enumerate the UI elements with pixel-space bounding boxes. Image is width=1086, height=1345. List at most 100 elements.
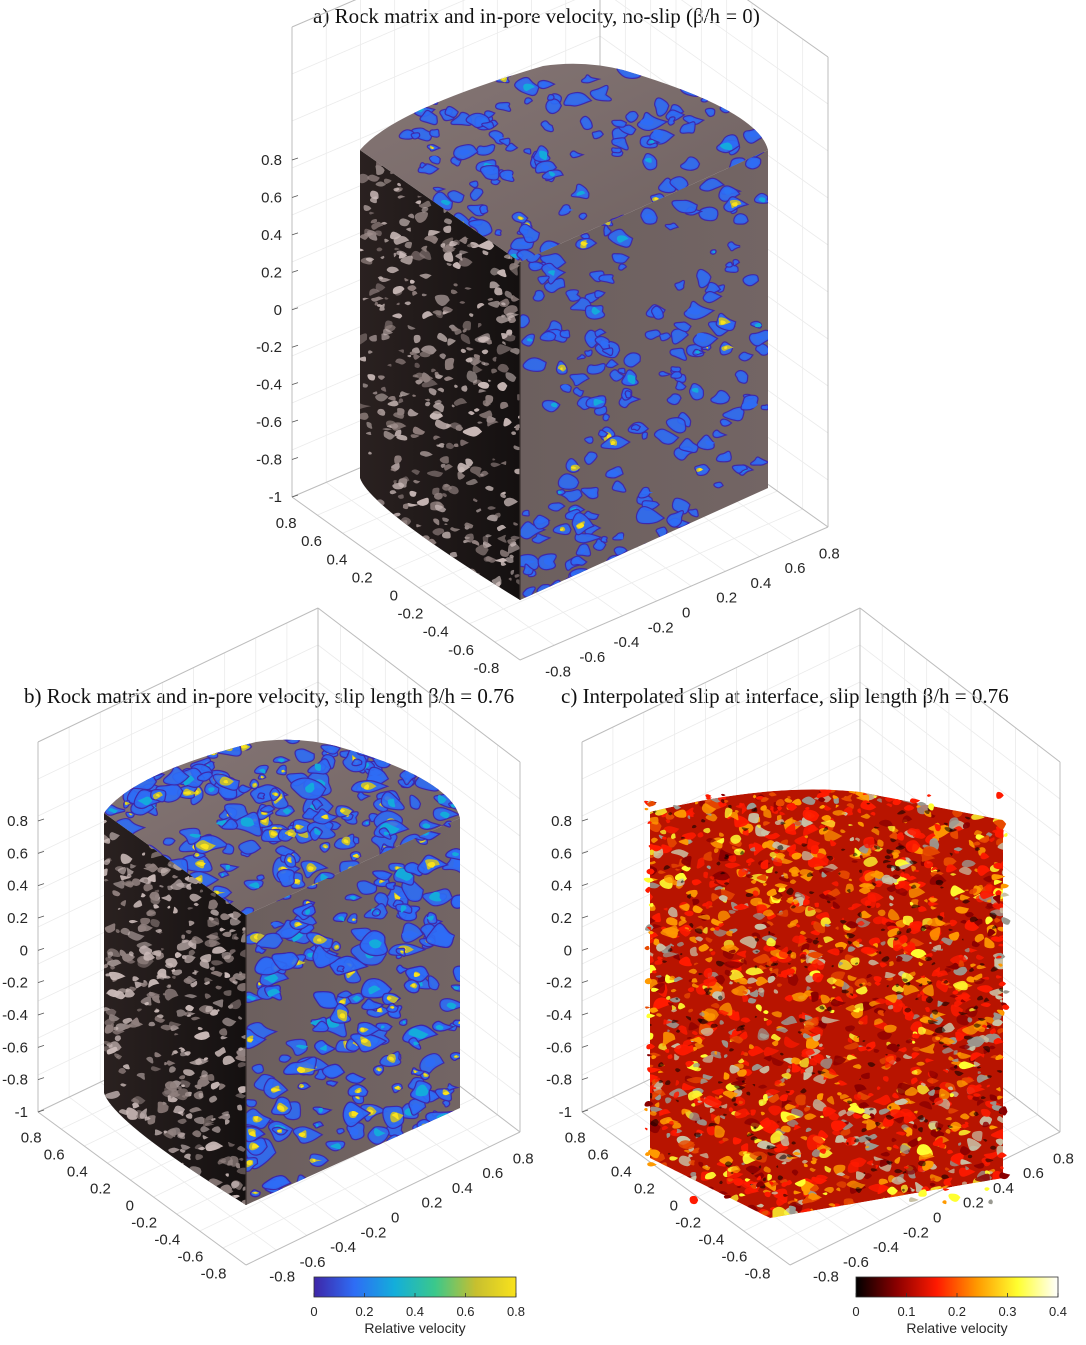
y-tick-label: -0.2 (397, 606, 423, 623)
x-tick-label: 0.8 (819, 545, 840, 562)
y-tick-label: -0.6 (177, 1249, 203, 1266)
panel-a-plot: 0.80.60.40.20-0.2-0.4-0.6-0.8-10.80.60.4… (256, 0, 840, 681)
y-tick-label: -0.4 (154, 1232, 180, 1249)
y-tick-label: 0.2 (352, 569, 373, 586)
y-tick-label: -0.6 (448, 642, 474, 659)
panel-b-plot: 0.80.60.40.20-0.2-0.4-0.6-0.8-10.80.60.4… (2, 607, 534, 1286)
z-tick-label: -1 (15, 1104, 28, 1121)
rock-left-face (104, 813, 246, 1205)
z-axis-ticks: 0.8 0.6 0.4 0.2 0 -0.2 -0.4 -0.6 -0.8 -1 (256, 152, 299, 506)
colorbar-tick-label: 0.2 (355, 1304, 373, 1319)
rock-sample (104, 739, 460, 1205)
z-tick-label: -0.4 (546, 1007, 572, 1024)
x-tick-label: 0 (682, 605, 690, 622)
y-tick-label: 0.6 (588, 1147, 609, 1164)
colorbar-tick-label: 0 (310, 1304, 317, 1319)
x-tick-label: 0 (933, 1210, 941, 1227)
z-tick-label: 0.2 (261, 264, 282, 281)
z-tick-label: 0.2 (551, 910, 572, 927)
y-tick-label: -0.8 (473, 660, 499, 677)
y-tick-label: 0.8 (565, 1130, 586, 1147)
x-tick-label: 0.8 (1053, 1150, 1074, 1167)
z-tick-label: -0.8 (256, 452, 282, 469)
z-tick-label: 0.4 (7, 878, 28, 895)
y-axis-ticks: 0.80.60.40.20-0.2-0.4-0.6-0.8 (276, 515, 500, 677)
y-tick-label: 0.8 (276, 515, 297, 532)
x-tick-label: -0.2 (361, 1224, 387, 1241)
z-tick-label: 0.8 (261, 152, 282, 169)
y-tick-label: 0 (126, 1198, 134, 1215)
colorbar-tick-label: 0.8 (507, 1304, 525, 1319)
y-tick-label: 0.4 (67, 1164, 88, 1181)
z-tick-label: 0 (274, 302, 282, 319)
interface-slip-surface (650, 789, 1003, 1218)
z-axis-ticks: 0.8 0.6 0.4 0.2 0 -0.2 -0.4 -0.6 -0.8 -1 (2, 813, 45, 1121)
y-tick-label: -0.4 (698, 1232, 724, 1249)
rock-sample (360, 63, 768, 600)
x-tick-label: 0.2 (716, 590, 737, 607)
colorbar-hot: 0 0.1 0.2 0.3 0.4 Relative velocity (852, 1276, 1067, 1336)
x-tick-label: 0.4 (993, 1180, 1014, 1197)
colorbar-tick-label: 0.1 (897, 1304, 915, 1319)
z-tick-label: 0.6 (7, 845, 28, 862)
z-tick-label: -0.2 (256, 339, 282, 356)
z-tick-label: 0.2 (7, 910, 28, 927)
colorbar-parula: 0 0.2 0.4 0.6 0.8 Relative velocity (310, 1276, 525, 1336)
colorbar-tick-label: 0 (852, 1304, 859, 1319)
x-tick-label: -0.4 (614, 634, 640, 651)
x-tick-label: -0.4 (330, 1239, 356, 1256)
x-tick-label: 0.6 (785, 560, 806, 577)
z-tick-label: 0 (20, 942, 28, 959)
x-tick-label: 0.2 (963, 1195, 984, 1212)
y-tick-label: 0 (670, 1198, 678, 1215)
y-tick-label: -0.8 (745, 1266, 771, 1283)
x-tick-label: 0.4 (452, 1180, 473, 1197)
y-tick-label: 0.4 (326, 551, 347, 568)
x-tick-label: 0.6 (1023, 1165, 1044, 1182)
y-tick-label: -0.8 (201, 1266, 227, 1283)
x-tick-label: -0.6 (579, 649, 605, 666)
x-tick-label: 0.6 (482, 1165, 503, 1182)
x-tick-label: -0.6 (843, 1254, 869, 1271)
x-axis-ticks: -0.8-0.6-0.4-0.200.20.40.60.8 (813, 1150, 1074, 1285)
x-tick-label: -0.2 (903, 1224, 929, 1241)
y-tick-label: 0.2 (634, 1181, 655, 1198)
y-tick-label: -0.4 (423, 624, 449, 641)
colorbar-tick-label: 0.6 (456, 1304, 474, 1319)
panel-c-title: c) Interpolated slip at interface, slip … (561, 684, 1009, 708)
z-tick-label: -0.6 (256, 414, 282, 431)
x-tick-label: -0.8 (545, 664, 571, 681)
panel-b-title: b) Rock matrix and in-pore velocity, sli… (24, 684, 515, 708)
z-tick-label: -0.8 (2, 1072, 28, 1089)
rock-right-face (520, 150, 768, 600)
interface-slip-fringe (643, 791, 1011, 1205)
x-tick-label: -0.4 (873, 1239, 899, 1256)
z-tick-label: 0.4 (261, 227, 282, 244)
x-axis-ticks: -0.8-0.6-0.4-0.200.20.40.60.8 (269, 1150, 533, 1285)
x-tick-label: 0 (391, 1210, 399, 1227)
z-tick-label: -0.2 (2, 975, 28, 992)
colorbar-tick-label: 0.3 (998, 1304, 1016, 1319)
colorbar-tick-label: 0.4 (406, 1304, 424, 1319)
y-tick-label: -0.6 (721, 1249, 747, 1266)
z-tick-label: -1 (269, 489, 282, 506)
z-tick-label: 0.6 (551, 845, 572, 862)
z-tick-label: 0.4 (551, 878, 572, 895)
y-tick-label: 0.2 (90, 1181, 111, 1198)
z-tick-label: 0.8 (551, 813, 572, 830)
y-tick-label: 0.6 (44, 1147, 65, 1164)
y-axis-ticks: 0.80.60.40.20-0.2-0.4-0.6-0.8 (21, 1130, 227, 1283)
x-tick-label: 0.4 (750, 575, 771, 592)
colorbar-tick-label: 0.2 (948, 1304, 966, 1319)
panel-c-plot: 0.80.60.40.20-0.2-0.4-0.6-0.8-10.80.60.4… (546, 607, 1074, 1286)
colorbar-parula-label: Relative velocity (364, 1320, 465, 1336)
x-tick-label: -0.8 (269, 1269, 295, 1286)
x-tick-label: -0.2 (648, 619, 674, 636)
colorbar-hot-label: Relative velocity (906, 1320, 1007, 1336)
z-tick-label: 0 (564, 942, 572, 959)
y-axis-ticks: 0.80.60.40.20-0.2-0.4-0.6-0.8 (565, 1130, 771, 1283)
z-tick-label: 0.6 (261, 189, 282, 206)
z-tick-label: -1 (559, 1104, 572, 1121)
z-tick-label: -0.6 (546, 1039, 572, 1056)
